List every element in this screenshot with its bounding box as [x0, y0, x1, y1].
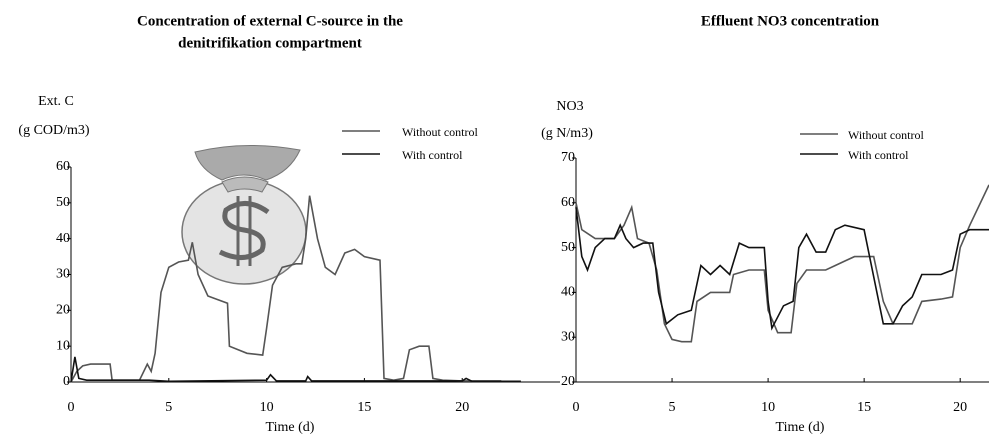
page: Concentration of external C-source in th…	[0, 0, 989, 438]
series-line	[576, 185, 989, 342]
series-line	[71, 357, 521, 382]
y-tick-label: 70	[561, 150, 575, 165]
y-tick-label: 10	[56, 338, 70, 353]
x-tick-label: 20	[455, 400, 469, 415]
legend-label: Without control	[402, 125, 479, 139]
y-tick-label: 40	[561, 285, 575, 300]
legend-label: Without control	[848, 128, 925, 142]
x-axis-label: Time (d)	[776, 420, 825, 435]
legend-label: With control	[848, 148, 909, 162]
x-tick-label: 15	[857, 400, 871, 415]
money-bag-icon	[182, 145, 306, 284]
x-axis-label: Time (d)	[266, 420, 315, 435]
series-line	[576, 207, 989, 328]
x-tick-label: 10	[761, 400, 775, 415]
y-tick-label: 20	[56, 303, 70, 318]
x-tick-label: 15	[357, 400, 371, 415]
chart-title: Concentration of external C-source in th…	[137, 13, 403, 29]
x-tick-label: 20	[953, 400, 967, 415]
chart-title: denitrifikation compartment	[178, 35, 362, 51]
x-tick-label: 0	[68, 400, 75, 415]
y-axis-label: (g COD/m3)	[18, 123, 90, 138]
y-tick-label: 50	[561, 240, 575, 255]
y-axis-label: NO3	[556, 99, 583, 114]
y-tick-label: 20	[561, 374, 575, 389]
legend-label: With control	[402, 148, 463, 162]
chart-title: Effluent NO3 concentration	[701, 13, 880, 29]
y-axis-label: (g N/m3)	[541, 126, 593, 141]
y-tick-label: 30	[56, 267, 70, 282]
x-tick-label: 10	[260, 400, 274, 415]
x-tick-label: 0	[573, 400, 580, 415]
y-tick-label: 30	[561, 329, 575, 344]
y-axis-label: Ext. C	[38, 94, 74, 109]
x-tick-label: 5	[669, 400, 676, 415]
bag-top	[195, 145, 300, 180]
y-tick-label: 0	[63, 374, 70, 389]
y-tick-label: 60	[561, 195, 575, 210]
x-tick-label: 5	[165, 400, 172, 415]
y-tick-label: 40	[56, 231, 70, 246]
y-tick-label: 50	[56, 195, 70, 210]
y-tick-label: 60	[56, 159, 70, 174]
